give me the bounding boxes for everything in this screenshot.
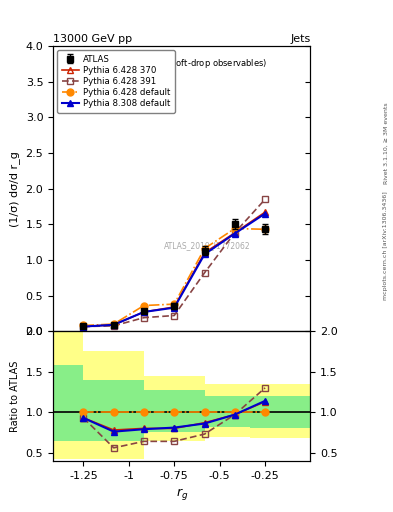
Pythia 6.428 370 <box>111 322 116 328</box>
Pythia 6.428 370 <box>202 250 207 256</box>
Pythia 6.428 default <box>81 323 86 329</box>
Pythia 6.428 default <box>202 245 207 251</box>
Line: Pythia 8.308 default: Pythia 8.308 default <box>80 210 268 330</box>
Text: Opening angle $r_g$ (ATLAS soft-drop observables): Opening angle $r_g$ (ATLAS soft-drop obs… <box>65 57 268 71</box>
Bar <box>83 380 144 440</box>
Text: ATLAS_2019_I1772062: ATLAS_2019_I1772062 <box>164 241 251 250</box>
Pythia 8.308 default <box>232 230 237 237</box>
Pythia 6.428 370 <box>141 309 146 315</box>
Pythia 6.428 391 <box>172 312 176 318</box>
Pythia 8.308 default <box>81 324 86 330</box>
Pythia 6.428 default <box>232 225 237 231</box>
Bar <box>83 351 144 459</box>
Text: Jets: Jets <box>290 34 310 44</box>
Pythia 6.428 391 <box>232 230 237 236</box>
Pythia 8.308 default <box>263 210 267 217</box>
Pythia 8.308 default <box>141 309 146 315</box>
Line: Pythia 6.428 391: Pythia 6.428 391 <box>80 196 268 330</box>
Bar <box>205 384 250 437</box>
Bar <box>53 365 83 440</box>
Y-axis label: Ratio to ATLAS: Ratio to ATLAS <box>10 360 20 432</box>
Pythia 6.428 391 <box>141 314 146 321</box>
Pythia 6.428 370 <box>232 230 237 236</box>
Pythia 6.428 391 <box>202 270 207 276</box>
Text: mcplots.cern.ch [arXiv:1306.3436]: mcplots.cern.ch [arXiv:1306.3436] <box>383 191 388 300</box>
Text: Rivet 3.1.10, ≥ 3M events: Rivet 3.1.10, ≥ 3M events <box>383 102 388 184</box>
Line: Pythia 6.428 370: Pythia 6.428 370 <box>80 209 268 330</box>
Pythia 6.428 default <box>172 301 176 307</box>
Pythia 6.428 370 <box>172 304 176 310</box>
Pythia 6.428 default <box>111 321 116 327</box>
Bar <box>250 384 310 438</box>
Line: Pythia 6.428 default: Pythia 6.428 default <box>80 225 268 329</box>
Bar <box>144 390 205 433</box>
Pythia 6.428 391 <box>81 324 86 330</box>
Pythia 8.308 default <box>172 305 176 311</box>
Pythia 6.428 391 <box>263 196 267 202</box>
Legend: ATLAS, Pythia 6.428 370, Pythia 6.428 391, Pythia 6.428 default, Pythia 8.308 de: ATLAS, Pythia 6.428 370, Pythia 6.428 39… <box>57 50 175 113</box>
Pythia 6.428 370 <box>263 209 267 215</box>
Pythia 6.428 default <box>263 226 267 232</box>
Pythia 8.308 default <box>202 251 207 258</box>
Pythia 6.428 391 <box>111 323 116 329</box>
Y-axis label: (1/σ) dσ/d r_g: (1/σ) dσ/d r_g <box>9 151 20 227</box>
Text: 13000 GeV pp: 13000 GeV pp <box>53 34 132 44</box>
Bar <box>144 376 205 440</box>
Pythia 6.428 370 <box>81 324 86 330</box>
Bar <box>250 396 310 429</box>
X-axis label: $r_g$: $r_g$ <box>176 486 188 502</box>
Bar <box>205 396 250 427</box>
Bar <box>53 331 83 459</box>
Pythia 8.308 default <box>111 322 116 328</box>
Pythia 6.428 default <box>141 303 146 309</box>
